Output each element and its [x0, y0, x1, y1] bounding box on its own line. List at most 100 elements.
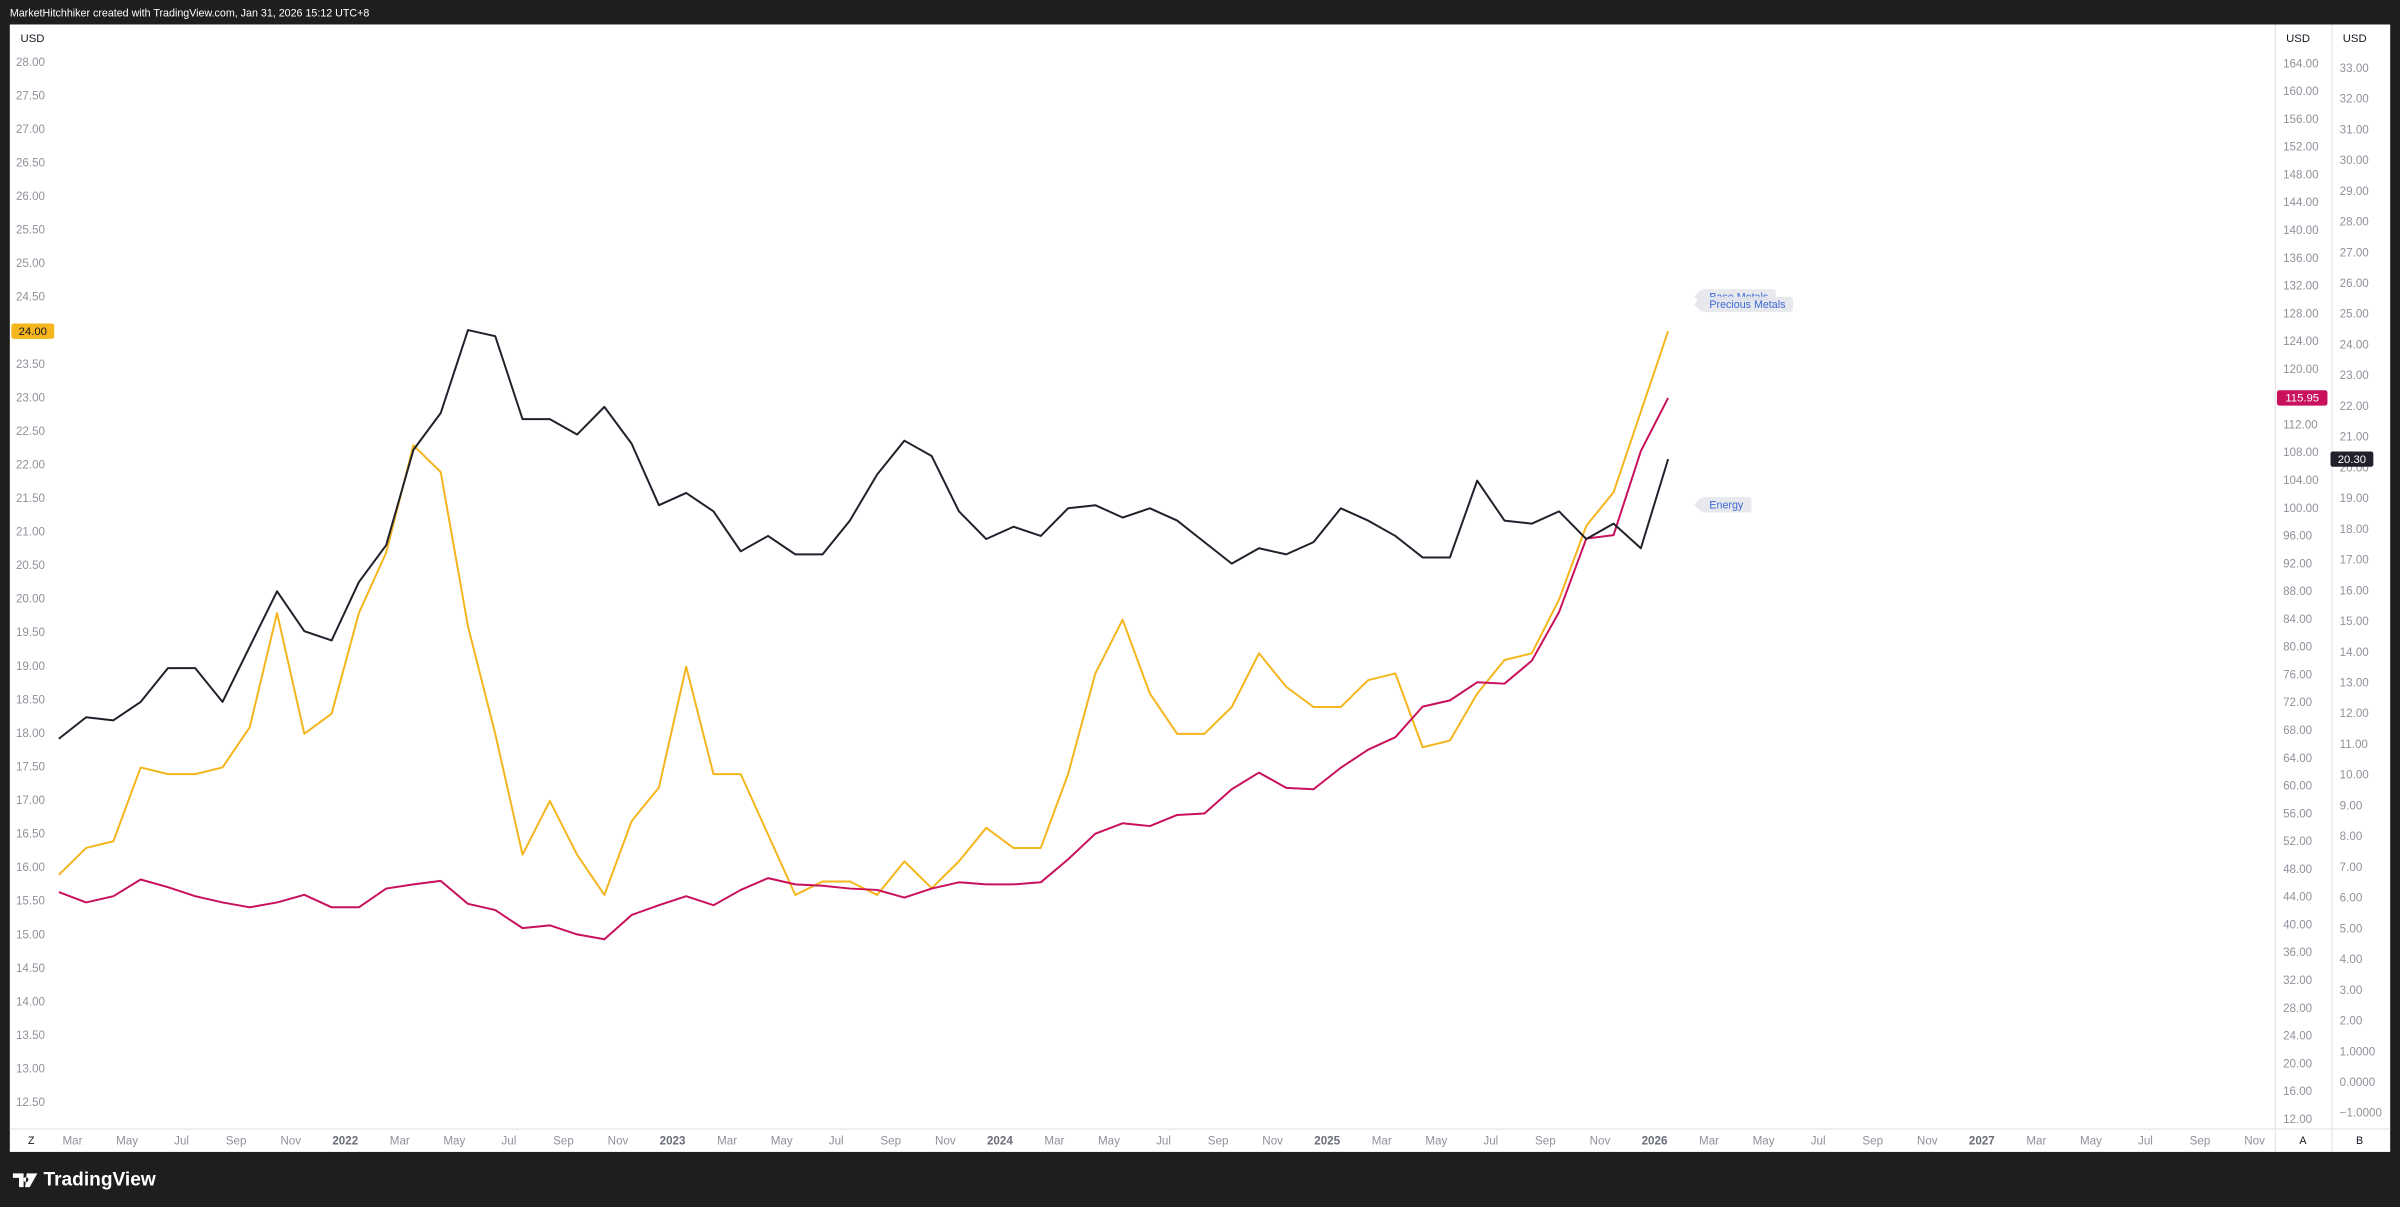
y2-tick-label: 72.00: [2283, 696, 2312, 709]
x-tick-label: May: [116, 1134, 138, 1147]
x-tick-label: Mar: [390, 1134, 410, 1147]
y3-tick-label: 29.00: [2340, 185, 2369, 198]
x-tick-label: Nov: [1262, 1134, 1283, 1147]
x-tick-label: 2025: [1314, 1134, 1340, 1147]
y-tick-label: 16.00: [16, 861, 45, 874]
y3-tick-label: 2.00: [2340, 1015, 2363, 1028]
x-tick-label: May: [1753, 1134, 1775, 1147]
y2-tick-label: 64.00: [2283, 752, 2312, 765]
scale-button[interactable]: Z: [28, 1135, 35, 1147]
x-tick-label: 2026: [1642, 1134, 1668, 1147]
x-tick-label: Sep: [1208, 1134, 1229, 1147]
y-tick-label: 27.50: [16, 89, 45, 102]
y2-tick-label: 152.00: [2283, 141, 2319, 154]
y2-tick-label: 80.00: [2283, 641, 2312, 654]
legend-item: Energy: [1694, 497, 1752, 513]
x-tick-label: Jul: [1811, 1134, 1826, 1147]
y2-tick-label: 24.00: [2283, 1030, 2312, 1043]
y-axis-currency: USD: [21, 33, 45, 45]
brand-name: TradingView: [43, 1169, 155, 1190]
y2-tick-label: 88.00: [2283, 585, 2312, 598]
x-tick-label: Jul: [2138, 1134, 2153, 1147]
y-tick-label: 26.00: [16, 190, 45, 203]
y2-tick-label: 40.00: [2283, 918, 2312, 931]
y2-tick-label: 76.00: [2283, 668, 2312, 681]
x-tick-label: Mar: [717, 1134, 737, 1147]
x-tick-label: 2024: [987, 1134, 1013, 1147]
x-tick-label: Nov: [1917, 1134, 1938, 1147]
x-tick-label: May: [443, 1134, 465, 1147]
y3-tick-label: 12.00: [2340, 707, 2369, 720]
x-tick-label: Mar: [1044, 1134, 1064, 1147]
y2-tick-label: 124.00: [2283, 335, 2319, 348]
legend-pointer: [1694, 296, 1702, 313]
y-tick-label: 26.50: [16, 156, 45, 169]
legend-pointer: [1694, 497, 1702, 513]
attribution: MarketHitchhiker created with TradingVie…: [10, 8, 370, 20]
y3-tick-label: 11.00: [2340, 738, 2368, 751]
price-label: 20.30: [2338, 454, 2366, 466]
x-tick-label: Sep: [226, 1134, 247, 1147]
y2-tick-label: 136.00: [2283, 252, 2319, 265]
y2-axis-currency: USD: [2286, 33, 2310, 45]
y-tick-label: 22.50: [16, 425, 45, 438]
x-tick-label: Jul: [1483, 1134, 1498, 1147]
y-tick-label: 13.50: [16, 1029, 45, 1042]
y-tick-label: 24.50: [16, 291, 45, 304]
y3-tick-label: 14.00: [2340, 646, 2369, 659]
y2-tick-label: 28.00: [2283, 1002, 2312, 1015]
y3-tick-label: 9.00: [2340, 799, 2363, 812]
y2-tick-label: 100.00: [2283, 502, 2319, 515]
x-tick-label: Sep: [880, 1134, 901, 1147]
y-tick-label: 18.00: [16, 727, 45, 740]
y-tick-label: 25.00: [16, 257, 45, 270]
x-tick-label: Sep: [1862, 1134, 1883, 1147]
y2-tick-label: 20.00: [2283, 1057, 2312, 1070]
y-tick-label: 25.50: [16, 224, 45, 237]
y3-tick-label: 18.00: [2340, 523, 2369, 536]
y2-tick-label: 132.00: [2283, 280, 2319, 293]
scale-button[interactable]: A: [2299, 1135, 2307, 1147]
x-tick-label: Mar: [1372, 1134, 1392, 1147]
y-tick-label: 19.00: [16, 660, 45, 673]
y3-tick-label: 27.00: [2340, 246, 2369, 259]
legend-label: Energy: [1709, 499, 1744, 511]
y3-tick-label: 26.00: [2340, 277, 2369, 290]
x-tick-label: May: [1098, 1134, 1120, 1147]
y-tick-label: 19.50: [16, 626, 45, 639]
y-tick-label: 13.00: [16, 1062, 45, 1075]
y3-tick-label: 5.00: [2340, 922, 2363, 935]
price-badge: [2330, 451, 2374, 467]
x-tick-label: Mar: [2026, 1134, 2046, 1147]
x-tick-label: Nov: [280, 1134, 301, 1147]
y3-tick-label: 16.00: [2340, 584, 2369, 597]
y-tick-label: 21.50: [16, 492, 45, 505]
y-tick-label: 14.50: [16, 962, 45, 975]
x-tick-label: Sep: [1535, 1134, 1556, 1147]
x-tick-label: 2023: [660, 1134, 686, 1147]
y2-tick-label: 48.00: [2283, 863, 2312, 876]
y2-tick-label: 164.00: [2283, 57, 2319, 70]
y-tick-label: 27.00: [16, 123, 45, 136]
legend-tag: [1701, 497, 1752, 513]
x-tick-label: Mar: [62, 1134, 82, 1147]
y2-tick-label: 104.00: [2283, 474, 2319, 487]
x-tick-label: 2027: [1969, 1134, 1995, 1147]
y2-tick-label: 52.00: [2283, 835, 2312, 848]
legend-tag: [1701, 296, 1794, 313]
y3-tick-label: 7.00: [2340, 861, 2363, 874]
y2-tick-label: 108.00: [2283, 446, 2319, 459]
y-tick-label: 15.00: [16, 928, 45, 941]
x-tick-label: May: [1425, 1134, 1447, 1147]
legend-label: Precious Metals: [1709, 299, 1785, 311]
y3-tick-label: 17.00: [2340, 554, 2369, 567]
y3-axis-currency: USD: [2343, 33, 2367, 45]
y3-tick-label: −1.0000: [2340, 1107, 2382, 1120]
y2-tick-label: 56.00: [2283, 807, 2312, 820]
y2-tick-label: 84.00: [2283, 613, 2312, 626]
price-badge: [2276, 390, 2328, 406]
y-tick-label: 18.50: [16, 693, 45, 706]
scale-button[interactable]: B: [2356, 1135, 2363, 1147]
y3-tick-label: 23.00: [2340, 369, 2369, 382]
y2-tick-label: 12.00: [2283, 1113, 2312, 1126]
